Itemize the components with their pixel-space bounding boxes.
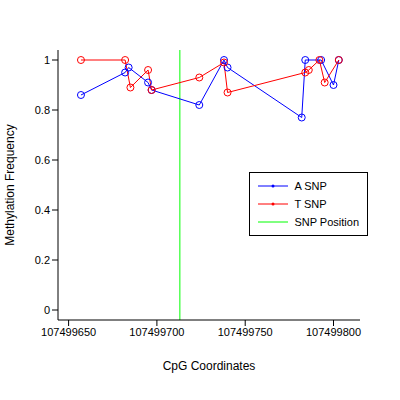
svg-text:Methylation Frequency: Methylation Frequency — [8, 124, 17, 245]
html-text:T SNP: T SNP — [294, 198, 327, 210]
svg-text:0.2: 0.2 — [35, 254, 50, 266]
html-text:A SNP: A SNP — [294, 180, 327, 192]
svg-text:107499700: 107499700 — [129, 326, 184, 338]
svg-text:107499800: 107499800 — [306, 326, 361, 338]
svg-text:0: 0 — [44, 304, 50, 316]
html-text:SNP Position: SNP Position — [294, 216, 359, 228]
svg-text:CpG Coordinates: CpG Coordinates — [163, 359, 256, 373]
svg-text:107499750: 107499750 — [218, 326, 273, 338]
svg-text:0.4: 0.4 — [35, 204, 50, 216]
svg-text:0.6: 0.6 — [35, 154, 50, 166]
svg-text:107499650: 107499650 — [41, 326, 96, 338]
svg-text:1: 1 — [44, 54, 50, 66]
svg-text:0.8: 0.8 — [35, 104, 50, 116]
